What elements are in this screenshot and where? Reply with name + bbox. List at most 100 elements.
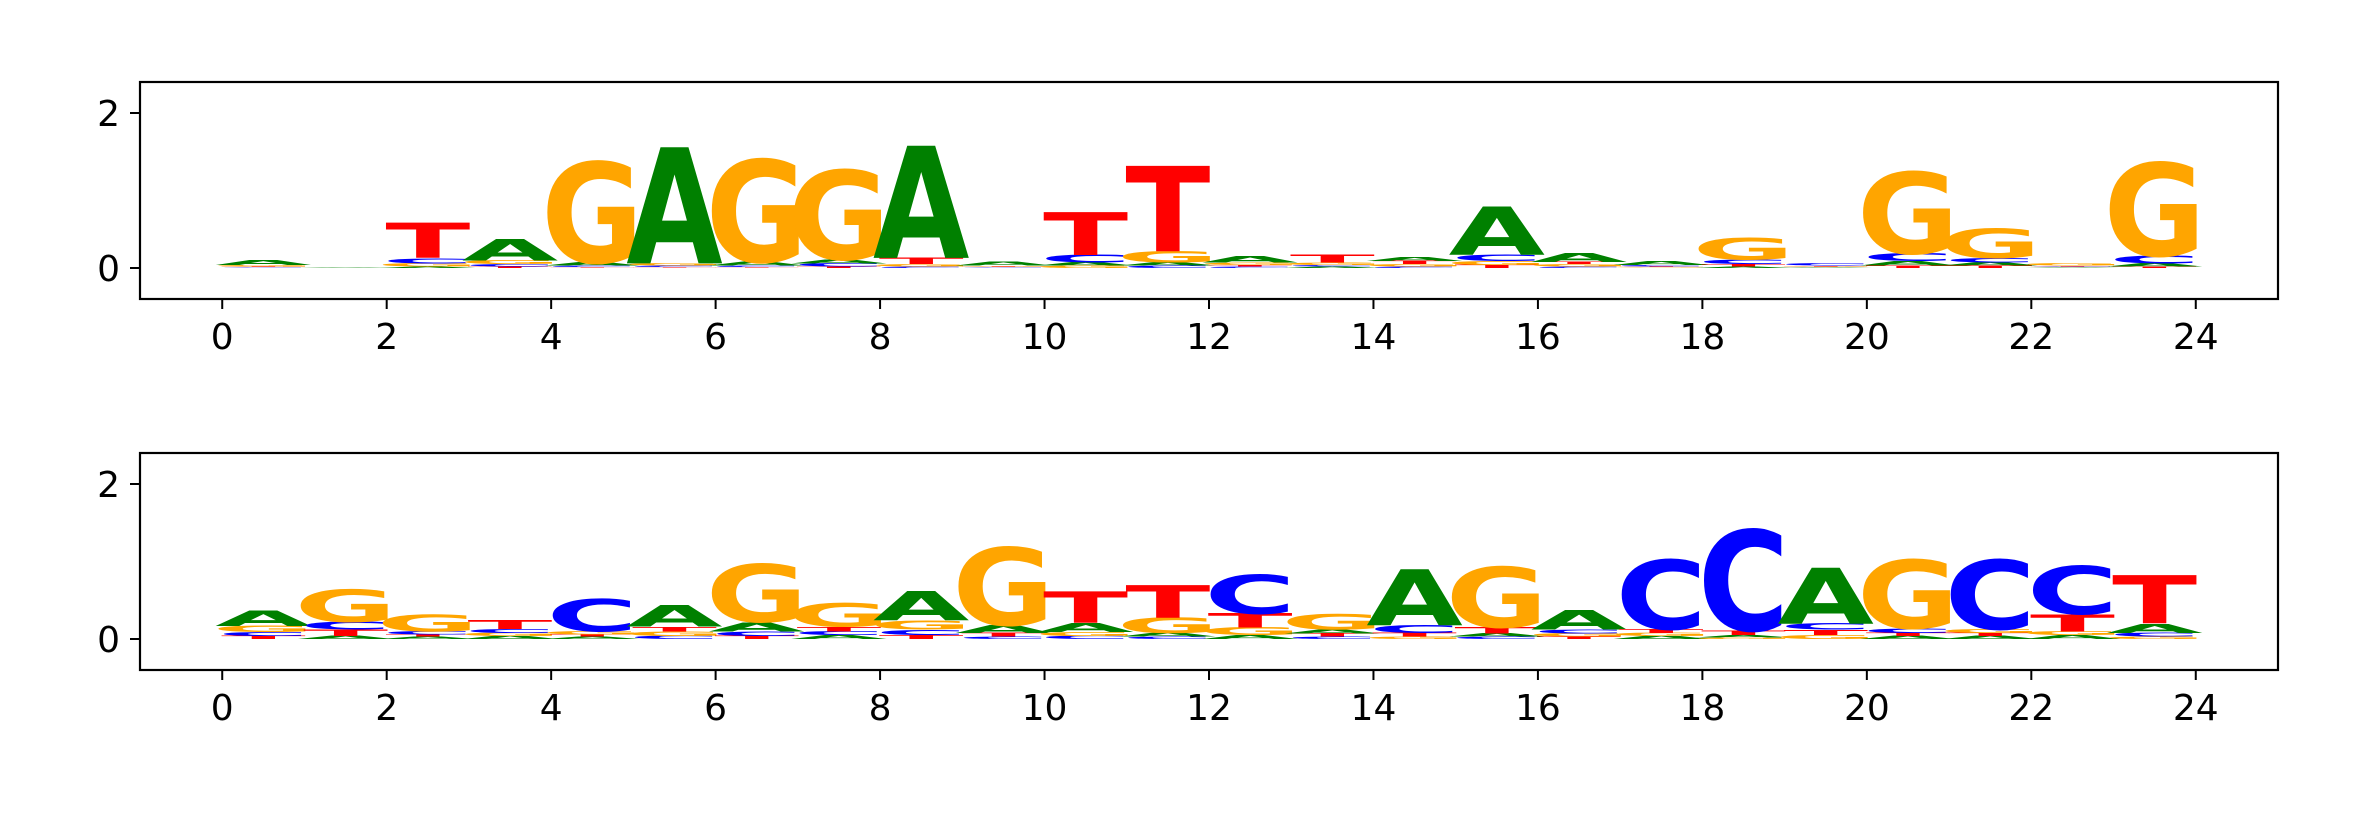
logo-letter-A-pos-4: A — [544, 262, 640, 267]
logo-letter-G-pos-9: G — [952, 528, 1054, 651]
logo-letter-G-pos-2: G — [377, 610, 479, 637]
logo-letter-C-pos-4: C — [547, 590, 638, 642]
logo-letter-C-pos-13: C — [1287, 636, 1378, 640]
logo-letter-G-pos-20: G — [1857, 542, 1959, 651]
logo-letter-C-pos-12: C — [1204, 266, 1295, 268]
logo-letter-G-pos-15: G — [1446, 260, 1548, 266]
x-tick-label: 8 — [869, 317, 892, 358]
logo-letter-T-pos-7: T — [796, 625, 881, 632]
x-tick-label: 0 — [211, 688, 234, 729]
logo-letter-T-pos-21: T — [1948, 632, 2033, 637]
x-tick-label: 0 — [211, 317, 234, 358]
logo-letter-G-pos-3: G — [459, 632, 561, 637]
logo-letter-G-pos-22: G — [2021, 630, 2123, 636]
logo-letter-T-pos-10: T — [1043, 583, 1128, 632]
x-tick-label: 2 — [375, 688, 398, 729]
logo-letter-G-pos-20: G — [1857, 150, 1959, 280]
logo-letter-A-pos-3: A — [462, 635, 558, 640]
x-tick-label: 24 — [2173, 317, 2219, 358]
logo-letter-A-pos-19: A — [1778, 553, 1874, 642]
x-tick-label: 10 — [1022, 688, 1068, 729]
logo-letter-C-pos-15: C — [1451, 636, 1542, 640]
logo-letter-C-pos-22: C — [2027, 554, 2118, 630]
logo-letter-T-pos-6: T — [714, 267, 799, 268]
logo-letter-T-pos-0: T — [221, 635, 306, 640]
logo-letter-A-pos-8: A — [873, 116, 969, 295]
logo-letter-G-pos-10: G — [1035, 631, 1137, 637]
logo-letter-C-pos-16: C — [1533, 629, 1624, 635]
logo-letter-G-pos-18: G — [1692, 232, 1794, 266]
logo-letter-A-pos-13: A — [1284, 629, 1380, 635]
logo-letter-C-pos-14: C — [1369, 623, 1460, 635]
logo-letter-G-pos-8: G — [870, 618, 972, 633]
logo-letter-T-pos-18: T — [1701, 263, 1786, 267]
logo-letter-C-pos-9: C — [958, 636, 1049, 640]
logo-letter-G-pos-14: G — [1363, 263, 1465, 267]
logo-letter-C-pos-7: C — [793, 630, 884, 636]
logo-letter-G-pos-14: G — [1363, 636, 1465, 640]
logo-letter-A-pos-21: A — [1942, 635, 2038, 640]
logo-letter-T-pos-6: T — [714, 635, 799, 640]
logo-letter-A-pos-5: A — [626, 115, 722, 301]
logo-letter-T-pos-17: T — [1619, 266, 1704, 267]
logo-letter-T-pos-14: T — [1372, 260, 1457, 265]
logo-letter-G-pos-18: G — [1692, 637, 1794, 639]
logo-letter-C-pos-21: C — [1944, 257, 2035, 264]
logo-letter-C-pos-2: C — [382, 256, 473, 265]
logo-letter-G-pos-21: G — [1939, 220, 2041, 267]
logo-letter-C-pos-13: C — [1287, 264, 1378, 266]
x-tick-label: 20 — [1844, 688, 1890, 729]
logo-letter-A-pos-2: A — [380, 636, 476, 640]
logo-letter-A-pos-6: A — [709, 261, 805, 267]
logo-letter-T-pos-0: T — [221, 266, 306, 267]
logo-letter-A-pos-18: A — [1695, 634, 1791, 638]
logo-letter-G-pos-1: G — [294, 581, 396, 633]
logo-letter-T-pos-4: T — [550, 267, 635, 268]
logo-letter-G-pos-12: G — [1199, 625, 1301, 637]
logo-letter-C-pos-15: C — [1451, 253, 1542, 263]
logo-letter-T-pos-12: T — [1208, 610, 1293, 632]
logo-letter-T-pos-10: T — [1043, 201, 1128, 269]
logo-letter-G-pos-21: G — [1939, 628, 2041, 634]
logo-letter-G-pos-13: G — [1281, 262, 1383, 266]
logo-letter-T-pos-22: T — [2030, 265, 2115, 266]
logo-letter-A-pos-22: A — [2024, 267, 2120, 268]
logo-letter-G-pos-3: G — [459, 259, 561, 265]
logo-letter-T-pos-8: T — [879, 256, 964, 266]
logo-letter-C-pos-5: C — [629, 635, 720, 640]
logo-letter-G-pos-11: G — [1117, 613, 1219, 638]
logo-letter-A-pos-19: A — [1778, 267, 1874, 268]
logo-letter-C-pos-1: C — [300, 620, 391, 632]
logo-letter-G-pos-8: G — [870, 263, 972, 267]
y-tick-label: 0 — [97, 620, 120, 661]
logo-letter-C-pos-20: C — [1862, 251, 1953, 263]
logo-letter-T-pos-20: T — [1865, 265, 1950, 269]
logo-letter-C-pos-23: C — [2109, 254, 2200, 266]
logo-letter-C-pos-8: C — [875, 628, 966, 637]
logo-letter-A-pos-12: A — [1202, 255, 1298, 265]
logo-letter-G-pos-7: G — [788, 148, 890, 290]
logo-letter-C-pos-17: C — [1616, 541, 1707, 652]
logo-letter-A-pos-2: A — [380, 266, 476, 268]
logo-letter-C-pos-14: C — [1369, 266, 1460, 268]
logo-letter-A-pos-20: A — [1860, 635, 1956, 640]
logo-letter-A-pos-14: A — [1366, 555, 1462, 644]
logo-letter-T-pos-15: T — [1454, 264, 1539, 269]
logo-letter-T-pos-12: T — [1208, 264, 1293, 266]
logo-letter-A-pos-18: A — [1695, 266, 1791, 268]
logo-letter-T-pos-17: T — [1619, 628, 1704, 634]
logo-letter-A-pos-15: A — [1449, 633, 1545, 638]
y-tick-label: 0 — [97, 249, 120, 290]
logo-letter-G-pos-19: G — [1775, 266, 1877, 267]
logo-letter-G-pos-17: G — [1610, 267, 1712, 268]
logo-letter-C-pos-10: C — [1040, 635, 1131, 640]
logo-letter-C-pos-2: C — [382, 630, 473, 635]
logo-letter-G-pos-4: G — [541, 630, 643, 635]
logo-letter-G-pos-2: G — [377, 262, 479, 267]
x-tick-label: 8 — [869, 688, 892, 729]
logo-letter-A-pos-4: A — [544, 636, 640, 640]
logo-letter-T-pos-9: T — [961, 265, 1046, 266]
x-tick-label: 22 — [2008, 317, 2054, 358]
logo-letter-T-pos-21: T — [1948, 265, 2033, 269]
